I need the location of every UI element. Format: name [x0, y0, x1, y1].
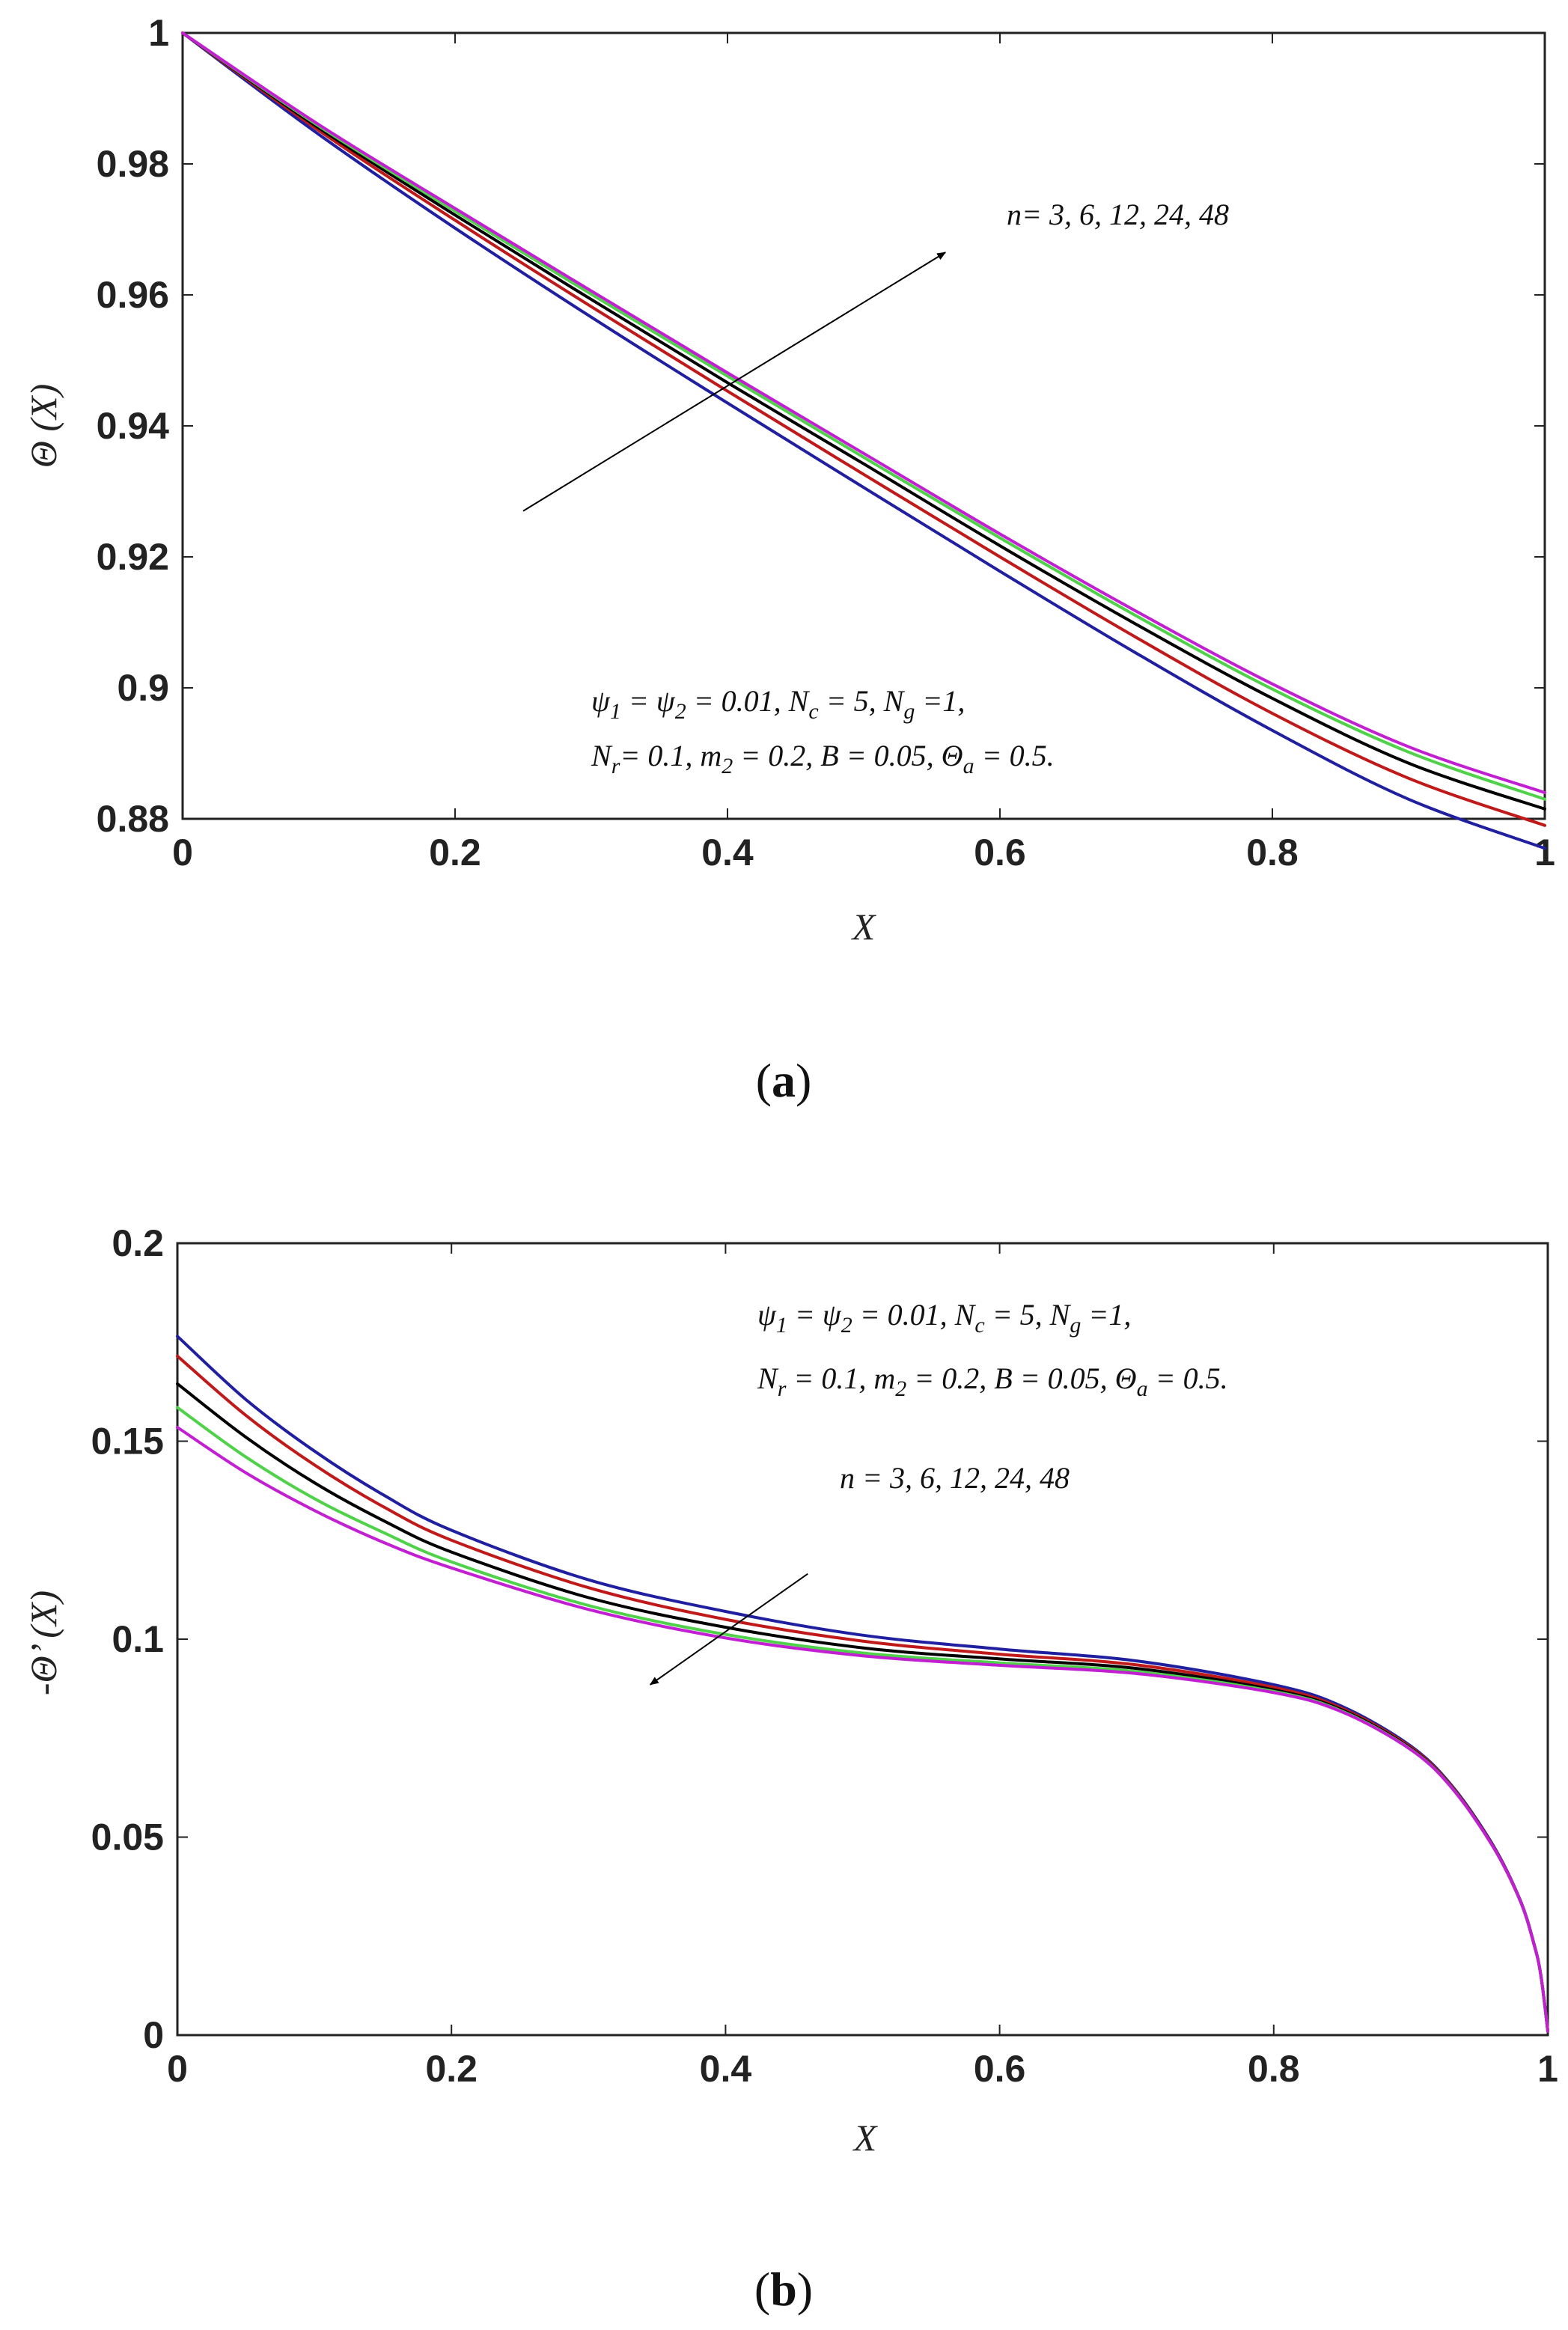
x-tick-label: 0.6	[974, 2048, 1026, 2090]
y-tick-label: 1	[148, 12, 169, 54]
trend-arrow-a	[522, 251, 947, 512]
annotations-a: n= 3, 6, 12, 24, 48 ψ1 = ψ2 = 0.01, Nc =…	[522, 198, 1229, 778]
y-tick-label: 0.15	[91, 1421, 164, 1463]
n-values-label-a: n= 3, 6, 12, 24, 48	[1007, 198, 1229, 231]
params-line1-a: ψ1 = ψ2 = 0.01, Nc = 5, Ng =1,	[591, 684, 965, 724]
x-tick-label: 0.4	[700, 2048, 752, 2090]
panel-label-b: (b)	[754, 2263, 813, 2316]
x-tick-label: 0.6	[974, 832, 1026, 873]
x-tick-label: 1	[1534, 832, 1555, 873]
y-tick-label: 0.92	[97, 536, 169, 578]
y-tick-label: 0.88	[97, 798, 169, 840]
y-axis-label-b: -Θ’ (X)	[22, 1591, 64, 1695]
x-tick-label: 0.8	[1248, 2048, 1300, 2090]
y-tick-label: 0.94	[97, 405, 170, 447]
x-tick-label: 0.2	[429, 832, 481, 873]
series-line-n-12	[181, 31, 1546, 811]
x-tick-label: 0.2	[425, 2048, 478, 2090]
x-tick-label: 1	[1537, 2048, 1558, 2090]
series-line-n-48	[176, 1426, 1549, 2033]
y-axis-label-a: Θ (X)	[22, 384, 64, 468]
ticks-a: 0 0.2 0.4 0.6 0.8 1 0.88 0.9 0.92 0.94 0.96 0.98 1	[97, 12, 1555, 873]
series-line-n-3	[181, 31, 1546, 850]
y-tick-label: 0	[143, 2014, 164, 2056]
params-line2-b: Nr = 0.1, m2 = 0.2, B = 0.05, Θa = 0.5.	[757, 1361, 1228, 1401]
y-tick-label: 0.98	[97, 143, 169, 185]
params-line1-b: ψ1 = ψ2 = 0.01, Nc = 5, Ng =1,	[757, 1298, 1131, 1338]
y-tick-label: 0.96	[97, 274, 169, 316]
panel-a: 0 0.2 0.4 0.6 0.8 1 0.88 0.9 0.92 0.94 0.96 0.98 1 n…	[22, 12, 1555, 1107]
x-axis-label-b: X	[852, 2117, 879, 2159]
x-axis-label-a: X	[851, 906, 877, 948]
x-tick-label: 0	[167, 2048, 188, 2090]
y-tick-label: 0.2	[112, 1222, 164, 1264]
params-line2-a: Nr= 0.1, m2 = 0.2, B = 0.05, Θa = 0.5.	[591, 739, 1055, 778]
plot-frame-a	[181, 31, 1546, 820]
x-tick-label: 0.8	[1246, 832, 1299, 873]
y-tick-label: 0.05	[91, 1817, 164, 1858]
n-values-label-b: n = 3, 6, 12, 24, 48	[840, 1461, 1070, 1495]
series-group-b	[176, 1335, 1549, 2033]
y-tick-label: 0.9	[117, 667, 169, 709]
annotations-b: n = 3, 6, 12, 24, 48 ψ1 = ψ2 = 0.01, Nc …	[649, 1298, 1228, 1686]
plot-frame-b	[176, 1242, 1549, 2037]
ticks-b: 0 0.2 0.4 0.6 0.8 1 0 0.05 0.1 0.15 0.2	[91, 1222, 1558, 2090]
x-tick-label: 0	[172, 832, 193, 873]
trend-arrow-b	[649, 1573, 808, 1686]
series-group-a	[181, 31, 1546, 850]
series-line-n-48	[181, 31, 1546, 794]
x-tick-label: 0.4	[701, 832, 754, 873]
y-tick-label: 0.1	[112, 1618, 164, 1660]
panel-b: 0 0.2 0.4 0.6 0.8 1 0 0.05 0.1 0.15 0.2 n = 3, 6, …	[22, 1222, 1558, 2316]
series-line-n-24	[181, 31, 1546, 801]
panel-label-a: (a)	[756, 1054, 812, 1107]
series-line-n-6	[181, 31, 1546, 827]
